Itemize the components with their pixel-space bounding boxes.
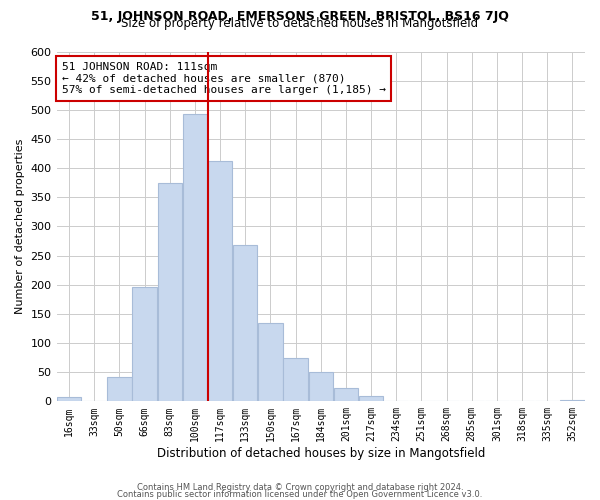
Text: Contains public sector information licensed under the Open Government Licence v3: Contains public sector information licen…	[118, 490, 482, 499]
Bar	[560, 400, 584, 402]
Bar	[359, 396, 383, 402]
Bar	[208, 161, 232, 402]
X-axis label: Distribution of detached houses by size in Mangotsfield: Distribution of detached houses by size …	[157, 447, 485, 460]
Text: 51 JOHNSON ROAD: 111sqm
← 42% of detached houses are smaller (870)
57% of semi-d: 51 JOHNSON ROAD: 111sqm ← 42% of detache…	[62, 62, 386, 95]
Text: Size of property relative to detached houses in Mangotsfield: Size of property relative to detached ho…	[121, 18, 479, 30]
Bar	[334, 388, 358, 402]
Bar	[233, 245, 257, 402]
Text: 51, JOHNSON ROAD, EMERSONS GREEN, BRISTOL, BS16 7JQ: 51, JOHNSON ROAD, EMERSONS GREEN, BRISTO…	[91, 10, 509, 23]
Bar	[133, 287, 157, 402]
Bar	[258, 322, 283, 402]
Bar	[183, 114, 207, 402]
Text: Contains HM Land Registry data © Crown copyright and database right 2024.: Contains HM Land Registry data © Crown c…	[137, 484, 463, 492]
Bar	[158, 182, 182, 402]
Bar	[308, 372, 333, 402]
Bar	[283, 358, 308, 402]
Bar	[107, 377, 131, 402]
Bar	[57, 396, 82, 402]
Y-axis label: Number of detached properties: Number of detached properties	[15, 138, 25, 314]
